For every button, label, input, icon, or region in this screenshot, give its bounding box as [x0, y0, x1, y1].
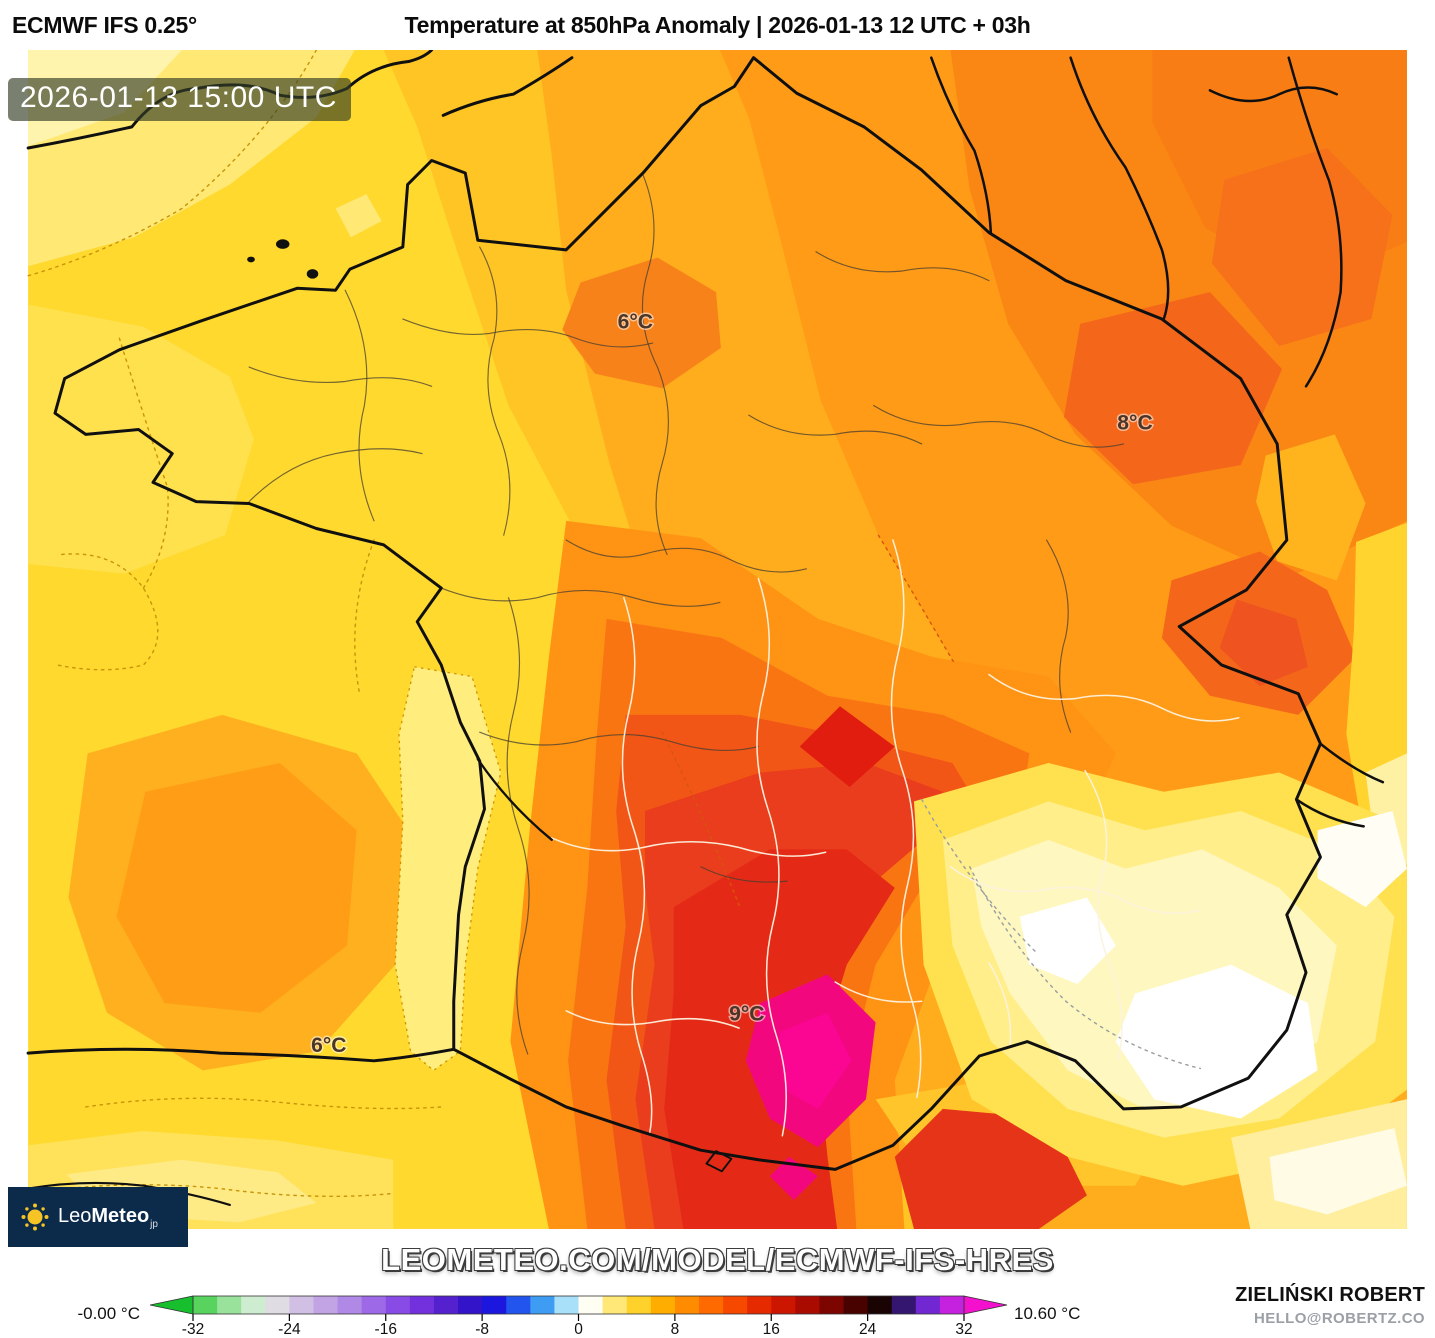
colorbar-max-label: 10.60 °C [1014, 1304, 1081, 1323]
department-borders-hot [550, 539, 1240, 1147]
chart-title: Temperature at 850hPa Anomaly | 2026-01-… [404, 12, 1031, 38]
svg-text:-32: -32 [182, 1321, 204, 1338]
leometeo-logo: LeoMeteojp [8, 1187, 188, 1247]
svg-text:0: 0 [574, 1321, 583, 1338]
model-name: ECMWF IFS 0.25° [12, 12, 197, 38]
contour-dotted-lines [27, 50, 1202, 1198]
channel-islands [247, 239, 319, 279]
author-name: ZIELIŃSKI ROBERT [1235, 1284, 1425, 1306]
temperature-anomaly-map: 6°C 8°C 9°C 6°C [26, 50, 1407, 1229]
label-paris-anomaly: 6°C [618, 311, 653, 334]
label-northeast-anomaly: 8°C [1117, 412, 1152, 435]
map-canvas: 6°C 8°C 9°C 6°C 2026-01-13 15:00 UTC Leo… [0, 50, 1435, 1277]
colorbar: -32 -24 -16 -8 0 8 16 24 32 [149, 1295, 1008, 1338]
color-field [28, 50, 1407, 1229]
svg-text:-24: -24 [278, 1321, 301, 1338]
svg-text:32: 32 [955, 1321, 972, 1338]
logo-wordmark: LeoMeteojp [58, 1204, 158, 1230]
svg-text:16: 16 [763, 1321, 780, 1338]
header: ECMWF IFS 0.25° Temperature at 850hPa An… [0, 0, 1435, 50]
footer: -0.00 °C -32 -24 -16 -8 0 8 16 24 32 10.60 °C ZI… [0, 1277, 1435, 1338]
svg-text:-8: -8 [475, 1321, 489, 1338]
svg-text:24: 24 [859, 1321, 877, 1338]
colorbar-min-label: -0.00 °C [77, 1304, 140, 1323]
author-contact: HELLO@ROBERTZ.CO [1253, 1310, 1425, 1327]
svg-text:8: 8 [671, 1321, 680, 1338]
label-hotspot-anomaly: 9°C [729, 1002, 764, 1025]
timestamp-overlay: 2026-01-13 15:00 UTC [8, 78, 351, 121]
label-southwest-anomaly: 6°C [311, 1034, 346, 1057]
map-labels: 6°C 8°C 9°C 6°C [310, 309, 1154, 1058]
coastline-borders [26, 50, 1385, 1206]
watermark-url: LEOMETEO.COM/MODEL/ECMWF-IFS-HRES [381, 1242, 1054, 1277]
svg-text:-16: -16 [375, 1321, 397, 1338]
sun-icon [21, 1203, 49, 1231]
credits: ZIELIŃSKI ROBERT HELLO@ROBERTZ.CO [1235, 1284, 1425, 1327]
